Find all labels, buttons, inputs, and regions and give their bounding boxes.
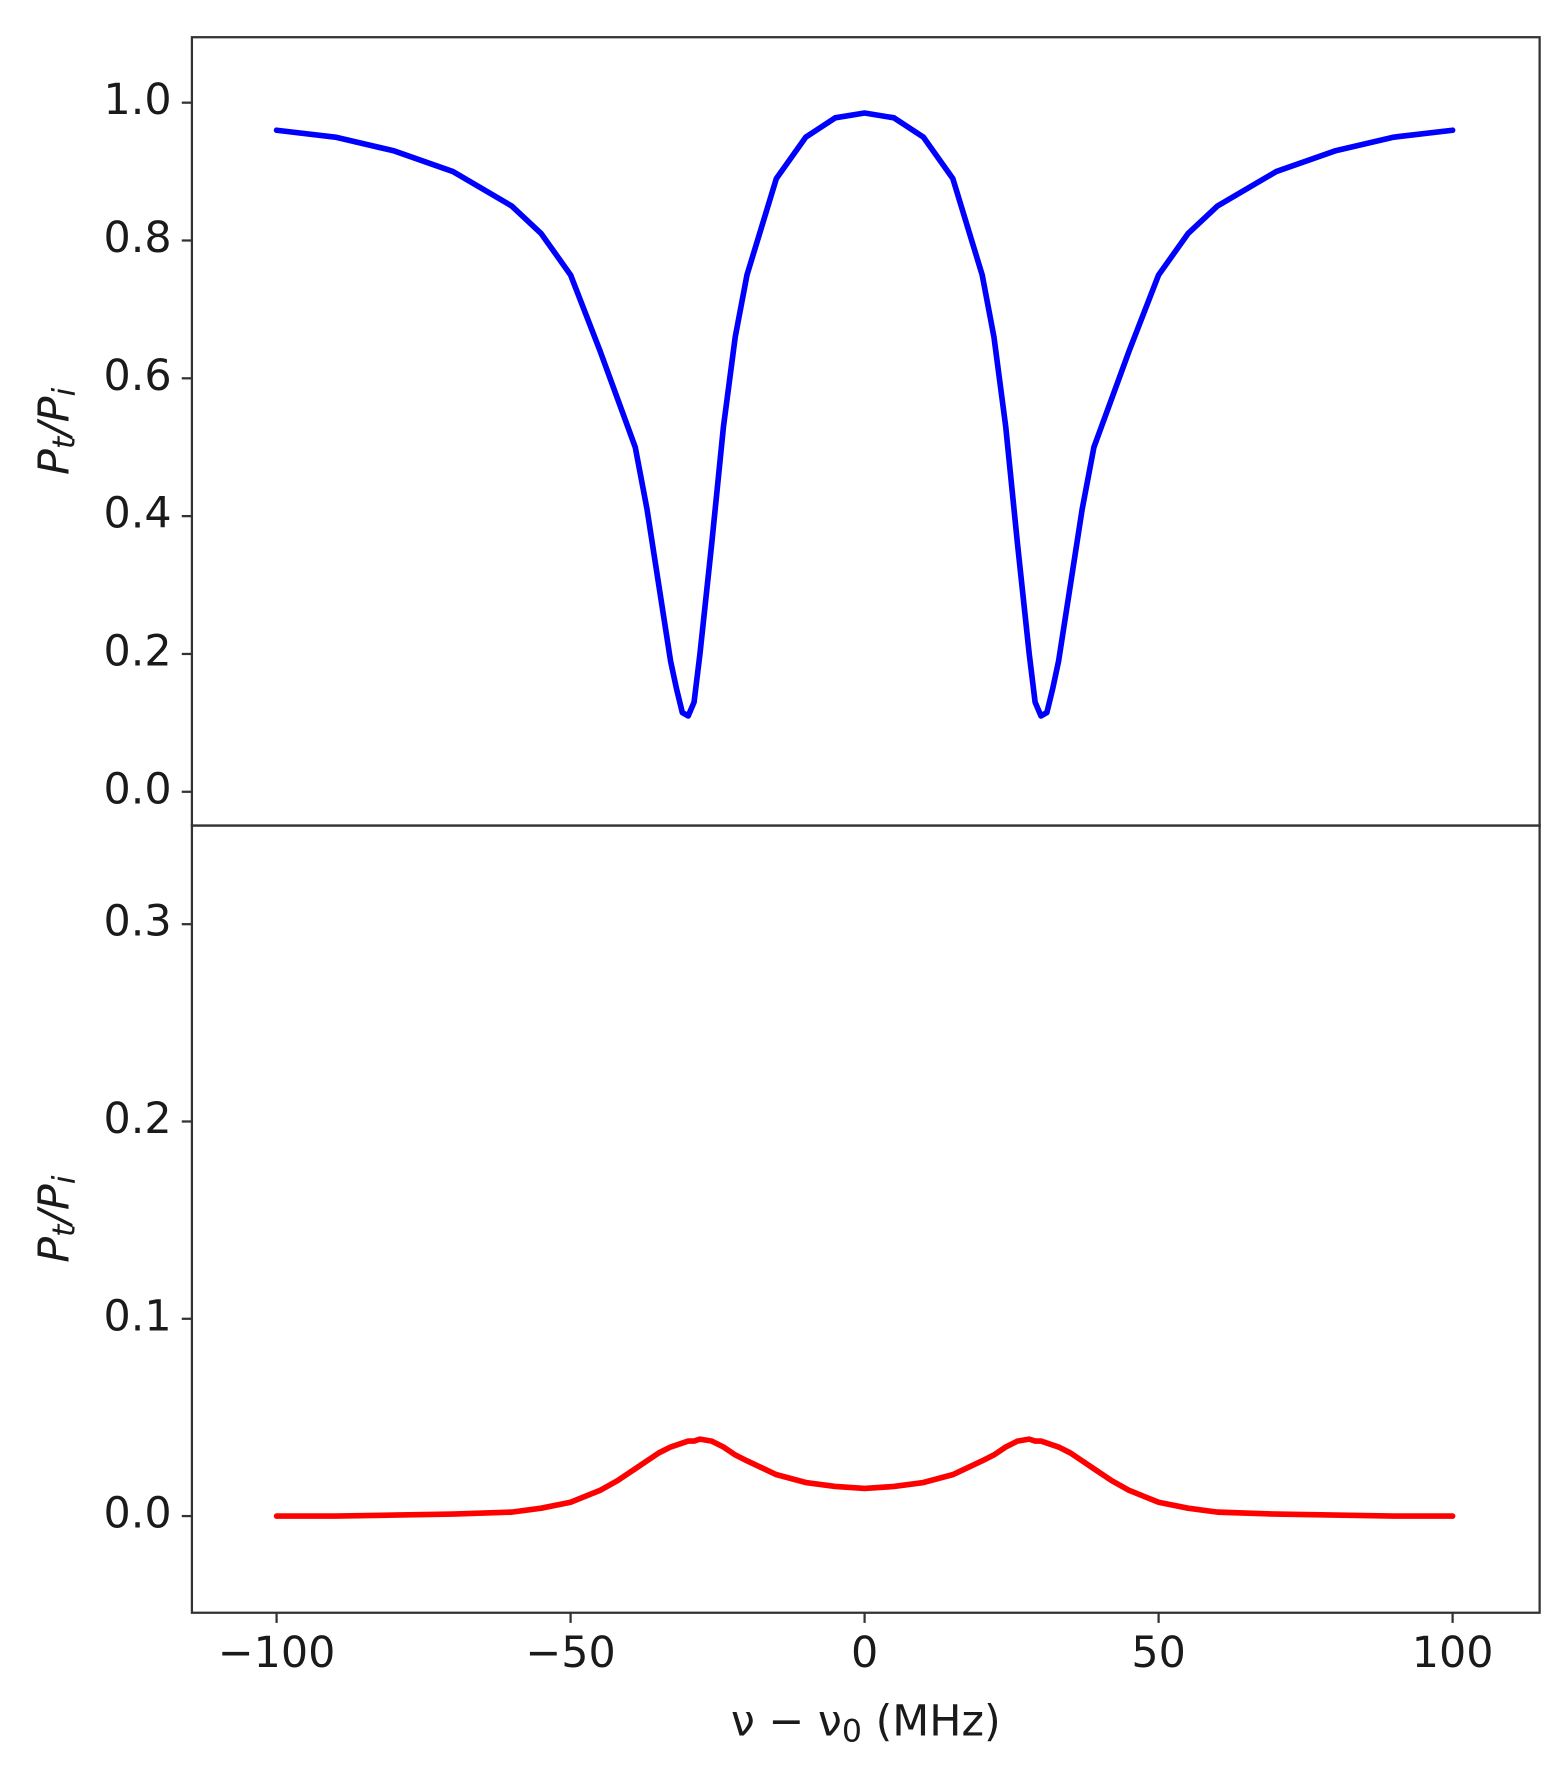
data-line [273, 1436, 1456, 1519]
y-tick-label: 0.2 [103, 626, 171, 676]
y-axis-label: Pt/Pi [29, 1175, 83, 1263]
y-tick-label: 0.2 [103, 1094, 171, 1144]
x-tick-label: 50 [1131, 1628, 1186, 1678]
axes-frame [190, 824, 1541, 1614]
y-tick-label: 0.8 [103, 213, 171, 263]
y-axis-label: Pt/Pi [29, 388, 83, 476]
y-axis-label-part: /P [29, 1184, 79, 1228]
data-line [273, 110, 1456, 719]
x-tick-label: −100 [218, 1628, 336, 1678]
y-axis-label-part: P [29, 1237, 79, 1263]
x-tick-label: −50 [525, 1628, 615, 1678]
axes-frame [190, 36, 1541, 827]
x-tick-label: 0 [851, 1628, 878, 1678]
y-tick-label: 0.6 [103, 351, 171, 401]
y-tick-label: 0.0 [103, 1489, 171, 1539]
y-tick-label: 1.0 [103, 75, 171, 125]
x-axis-label-part: (MHz) [862, 1696, 1001, 1746]
x-axis-label: ν − ν0 (MHz) [731, 1696, 1001, 1750]
y-tick-label: 0.1 [103, 1291, 171, 1341]
x-tick-label: 100 [1412, 1628, 1494, 1678]
x-axis-label-part: 0 [842, 1713, 862, 1749]
y-axis-label-part: i [47, 388, 83, 397]
y-axis-label-part: /P [29, 396, 79, 440]
y-axis-label-part: t [47, 1223, 83, 1237]
y-axis-label-part: t [47, 435, 83, 449]
y-tick-label: 0.0 [103, 764, 171, 814]
y-axis-label-part: P [29, 449, 79, 475]
y-axis-label-part: i [47, 1175, 83, 1184]
x-axis-label-part: ν − ν [731, 1696, 842, 1746]
y-tick-label: 0.4 [103, 489, 171, 539]
y-tick-label: 0.3 [103, 897, 171, 947]
